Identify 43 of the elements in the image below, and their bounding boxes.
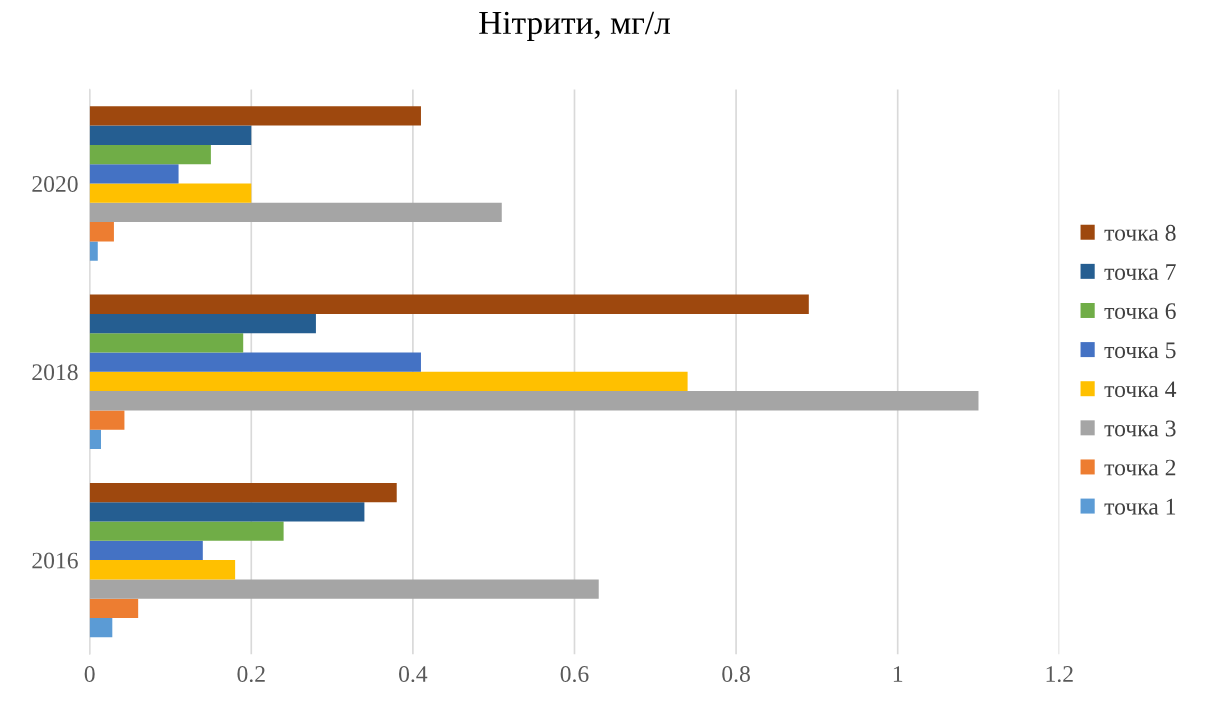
bar <box>89 294 809 314</box>
bar <box>89 391 979 411</box>
y-tick-label: 2016 <box>32 552 78 569</box>
bar <box>89 164 179 184</box>
bar <box>89 521 284 541</box>
bar <box>89 125 252 145</box>
legend-label: точка 6 <box>1104 303 1176 320</box>
bar <box>89 313 316 334</box>
bar <box>89 333 244 353</box>
bar <box>89 560 236 580</box>
bar <box>89 502 365 522</box>
bar <box>89 202 502 223</box>
legend-label: точка 3 <box>1104 420 1176 437</box>
legend-label: точка 5 <box>1104 342 1176 359</box>
bar <box>89 106 421 126</box>
chart-title: Нітрити, мг/л <box>479 11 670 41</box>
bar <box>89 371 688 392</box>
bar <box>89 617 113 638</box>
bar <box>89 540 203 561</box>
x-tick-label: 0 <box>84 666 95 682</box>
x-tick-label: 0.6 <box>560 666 589 683</box>
bar <box>89 144 211 165</box>
legend-label: точка 8 <box>1104 224 1176 241</box>
y-tick-label: 2020 <box>32 176 78 192</box>
bar <box>89 352 421 372</box>
bar <box>89 579 599 599</box>
x-tick-label: 1 <box>893 666 903 682</box>
bar <box>89 241 98 261</box>
y-tick-label: 2018 <box>32 364 78 381</box>
bar <box>89 429 101 449</box>
legend-label: точка 4 <box>1104 381 1177 398</box>
bar <box>89 410 125 430</box>
x-tick-label: 0.4 <box>399 666 428 683</box>
bar <box>89 482 397 503</box>
x-tick-label: 0.2 <box>237 666 265 683</box>
legend-label: точка 1 <box>1104 498 1176 515</box>
bar <box>89 183 252 203</box>
bar <box>89 598 139 618</box>
legend-label: точка 2 <box>1104 459 1176 476</box>
legend-label: точка 7 <box>1104 264 1176 280</box>
x-tick-label: 0.8 <box>722 666 750 683</box>
bar <box>89 222 114 242</box>
x-tick-label: 1.2 <box>1046 666 1073 683</box>
